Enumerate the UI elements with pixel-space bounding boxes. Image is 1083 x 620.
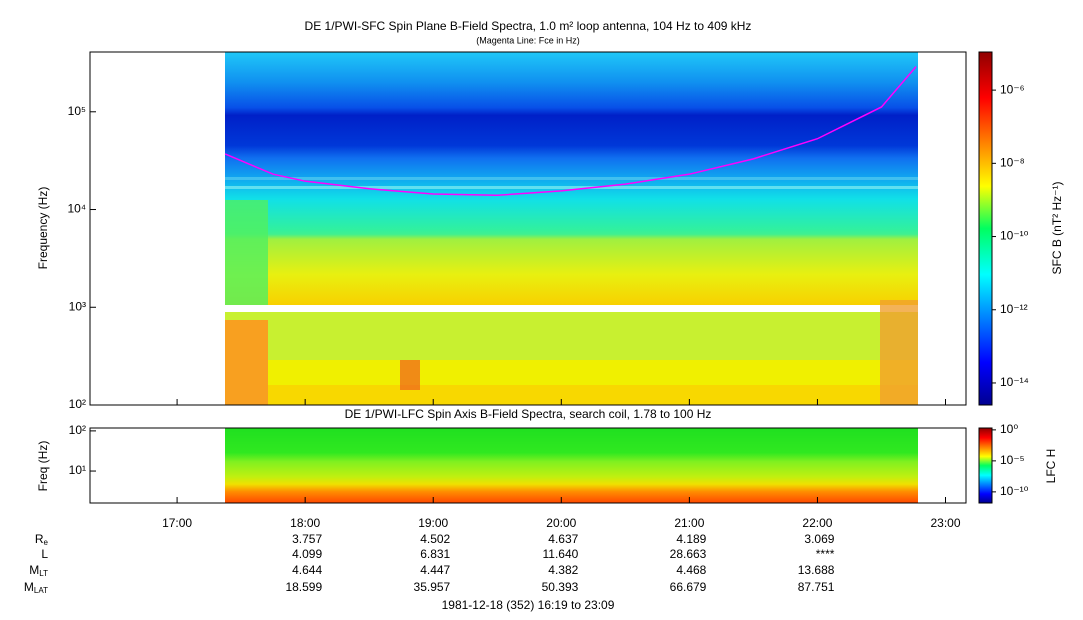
x-tick-label: 19:00	[418, 516, 448, 530]
orbit-value: 13.688	[798, 563, 835, 577]
spectrogram-image	[225, 186, 918, 189]
orbit-value: 4.502	[420, 532, 450, 546]
x-tick-label: 22:00	[802, 516, 832, 530]
row-label-sub: LT	[39, 569, 48, 578]
colorbar	[978, 51, 993, 406]
colorbar-label: SFC B (nT² Hz⁻¹)	[1050, 182, 1064, 275]
plot-frame	[89, 51, 967, 406]
colorbar-tick-label: 10⁻¹²	[1000, 302, 1028, 316]
chart-title: DE 1/PWI-LFC Spin Axis B-Field Spectra, …	[345, 407, 712, 421]
orbit-value: ****	[816, 547, 835, 561]
orbit-value: 66.679	[670, 580, 707, 594]
orbit-value: 11.640	[542, 547, 578, 561]
colorbar-tick-label: 10⁻¹⁰	[1000, 229, 1029, 243]
orbit-value: 4.382	[548, 563, 578, 577]
plot-frame	[89, 427, 967, 504]
colorbar-tick-label: 10⁻⁵	[1000, 453, 1025, 467]
y-tick-label: 10²	[69, 397, 86, 411]
colorbar-label: LFC H	[1044, 449, 1058, 484]
orbit-value: 3.069	[804, 532, 834, 546]
row-label: L	[41, 547, 48, 561]
spectrogram-image	[225, 385, 918, 405]
orbit-value: 4.644	[292, 563, 322, 577]
x-tick-label: 23:00	[930, 516, 960, 530]
y-tick-label: 10⁴	[67, 202, 86, 216]
orbit-value: 87.751	[798, 580, 835, 594]
spectrogram-image	[880, 300, 918, 405]
y-tick-label: 10⁵	[68, 104, 86, 118]
x-tick-label: 20:00	[546, 516, 576, 530]
row-label-main: M	[24, 580, 34, 594]
colorbar-tick-label: 10⁻⁸	[1000, 156, 1025, 170]
orbit-value: 4.189	[676, 532, 706, 546]
spectrogram-image	[225, 320, 268, 405]
x-tick-label: 17:00	[162, 516, 192, 530]
colorbar-tick-label: 10⁰	[1000, 422, 1018, 436]
row-label: MLAT	[24, 580, 48, 595]
y-tick-label: 10³	[69, 299, 86, 313]
orbit-value: 4.447	[420, 563, 450, 577]
orbit-value: 6.831	[420, 547, 450, 561]
colorbar-tick-label: 10⁻¹⁴	[1000, 375, 1029, 389]
y-axis-label: Freq (Hz)	[36, 441, 50, 492]
orbit-value: 4.637	[548, 532, 578, 546]
orbit-value: 3.757	[292, 532, 322, 546]
row-label-main: R	[35, 532, 44, 546]
orbit-value: 35.957	[414, 580, 451, 594]
y-tick-label: 10¹	[69, 463, 86, 477]
orbit-value: 4.099	[292, 547, 322, 561]
spectrogram-image	[225, 177, 918, 180]
colorbar	[978, 427, 993, 504]
x-tick-label: 18:00	[290, 516, 320, 530]
spectrogram-image	[400, 360, 420, 390]
row-label: MLT	[29, 563, 48, 578]
y-tick-label: 10²	[69, 423, 86, 437]
x-tick-label: 21:00	[674, 516, 704, 530]
chart-subtitle: (Magenta Line: Fce in Hz)	[476, 35, 580, 45]
footer: 1981-12-18 (352) 16:19 to 23:09	[442, 598, 615, 612]
spectrogram-image	[225, 200, 268, 305]
chart-title: DE 1/PWI-SFC Spin Plane B-Field Spectra,…	[305, 19, 752, 33]
orbit-value: 28.663	[670, 547, 707, 561]
row-label-sub: e	[44, 538, 49, 547]
orbit-value: 4.468	[676, 563, 706, 577]
row-label-main: L	[41, 547, 48, 561]
row-label-sub: LAT	[34, 586, 48, 595]
row-label: Re	[35, 532, 49, 547]
orbit-value: 18.599	[285, 580, 322, 594]
y-axis-label: Frequency (Hz)	[36, 187, 50, 270]
colorbar-tick-label: 10⁻⁶	[1000, 82, 1025, 96]
orbit-value: 50.393	[542, 580, 579, 594]
colorbar-tick-label: 10⁻¹⁰	[1000, 484, 1029, 498]
row-label-main: M	[29, 563, 39, 577]
spectrogram-image	[225, 428, 918, 503]
fce-line	[224, 66, 917, 196]
